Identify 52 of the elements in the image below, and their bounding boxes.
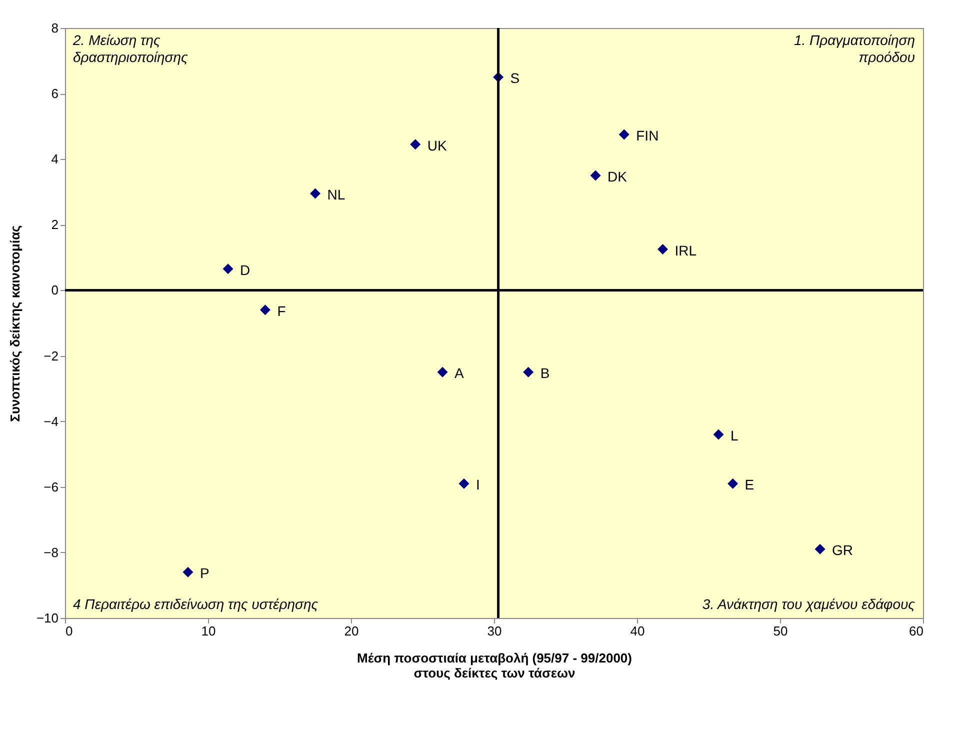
annotation: S [510,70,520,86]
y-tick-label: −2 [44,348,58,364]
annotation: 3. Ανάκτηση του χαμένου εδάφους [702,596,916,612]
annotation: 4 Περαιτέρω επιδείνωση της υστέρησης [73,596,318,612]
x-tick-label: 50 [773,624,788,638]
annotation: F [277,302,286,319]
x-tick-label: 40 [630,624,645,638]
annotation: E [744,476,754,493]
x-tick-label: 20 [344,624,359,638]
x-tick-label: 60 [909,624,924,638]
y-tick-label: 6 [51,86,58,102]
annotation: L [730,427,739,444]
y-tick-label: −4 [44,414,58,429]
x-tick-label: 0 [66,624,73,638]
point [437,366,448,378]
y-tick-label: −8 [44,544,58,560]
annotation: 2. Μείωση της δραστηριοποίησης [72,32,188,65]
annotation: P [200,565,210,582]
annotation: B [540,365,550,382]
point [310,188,320,199]
point [590,170,601,181]
point [260,304,270,316]
annotation: 1. Πραγματοποίηση προόδου [794,32,916,65]
point [657,244,668,254]
annotation: DK [608,168,628,184]
annotation: D [240,262,250,278]
y-tick-label: 8 [51,20,58,36]
annotation: FIN [636,128,659,144]
y-tick-label: −6 [44,479,58,494]
annotation: NL [327,186,346,203]
annotation: A [454,365,465,382]
x-tick-label: 30 [487,624,502,638]
annotation: I [476,476,480,493]
y-axis-title: Συνοπτικός δείκτης καινοτομίας [7,224,22,422]
y-tick-label: 2 [51,217,58,232]
annotation: UK [427,137,448,154]
point [523,366,534,378]
point [458,478,470,489]
annotation: IRL [674,242,697,258]
y-tick-label: −10 [36,610,58,626]
point [618,129,630,140]
point [814,544,826,554]
y-tick-label: 4 [51,152,58,167]
y-tick-label: 0 [51,282,58,298]
point [222,264,234,274]
annotation: GR [832,542,854,558]
point [182,566,194,578]
point [713,429,724,440]
x-tick-label: 10 [201,624,216,638]
x-axis-title: Μέση ποσοστιαία μεταβολή (95/97 - 99/2000) στους δείκτες των τάσεων [357,650,632,680]
point [728,478,738,489]
point [410,139,421,150]
